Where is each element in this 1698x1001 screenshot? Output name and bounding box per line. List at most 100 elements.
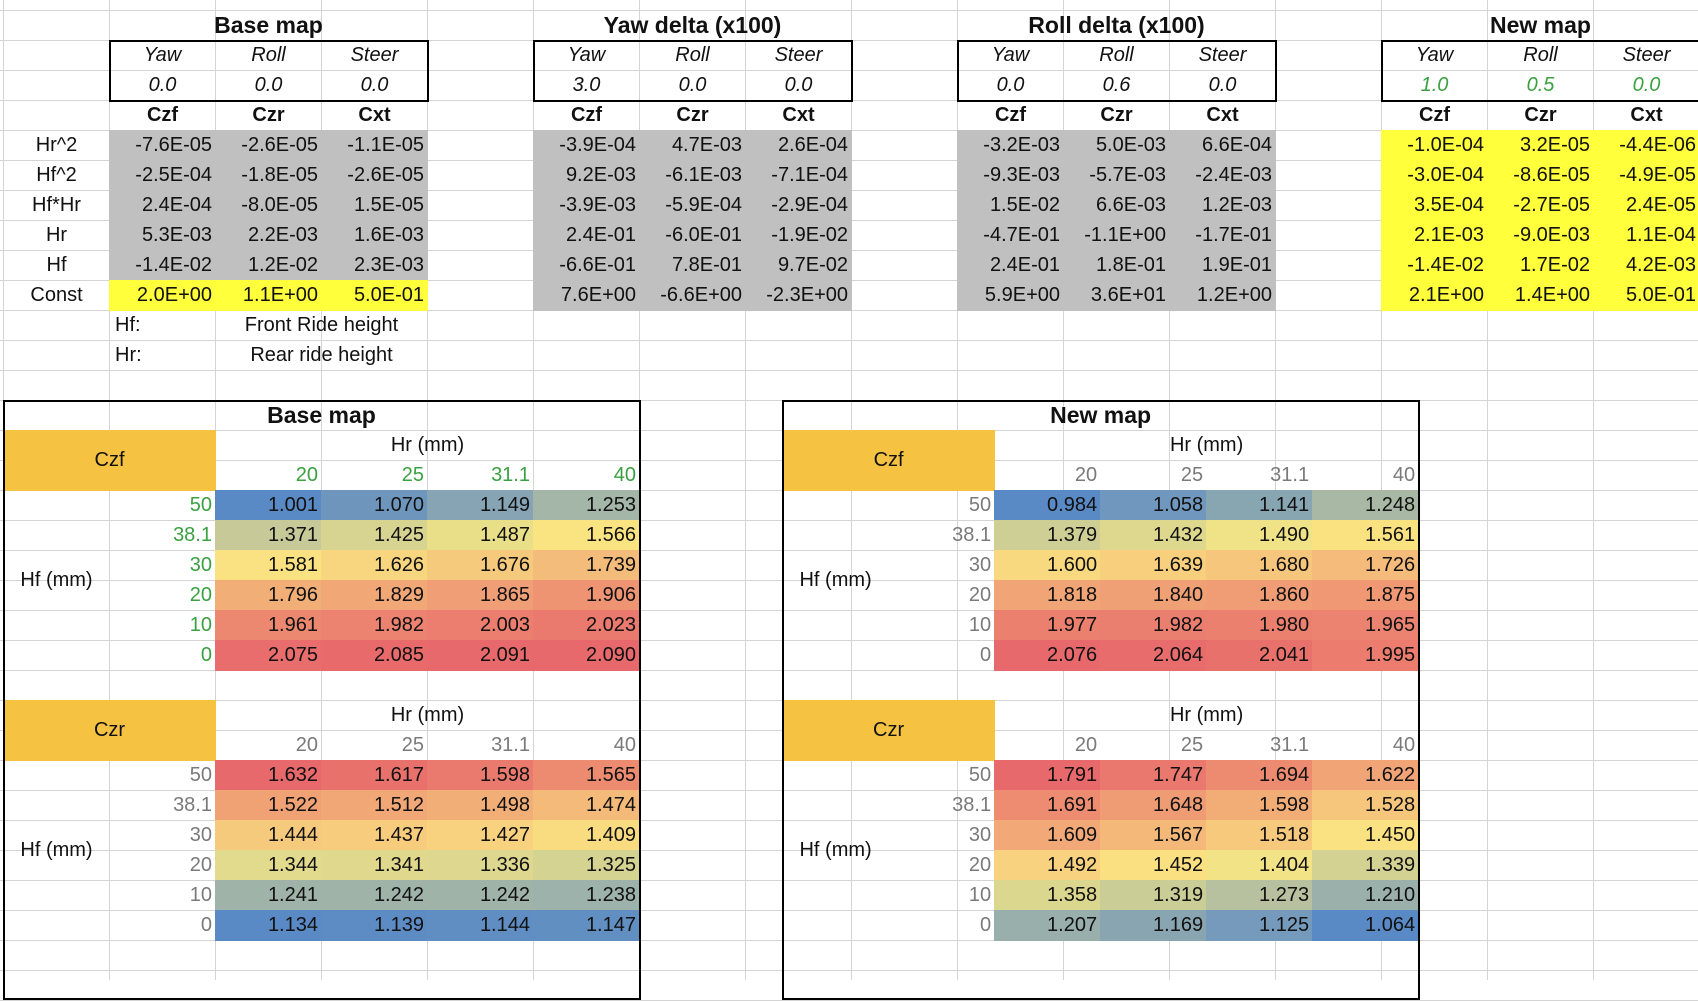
map-value[interactable]: 1.139 <box>321 910 428 941</box>
map-value[interactable]: 1.581 <box>215 550 322 581</box>
col-value[interactable]: 40 <box>1392 734 1416 756</box>
map-value[interactable]: 1.567 <box>1100 820 1208 851</box>
coef-row-label[interactable]: Hf <box>46 254 67 276</box>
map-value[interactable]: 1.598 <box>1206 790 1314 821</box>
row-value[interactable]: 50 <box>189 764 212 786</box>
map-value[interactable]: 1.626 <box>321 550 428 581</box>
coef-value[interactable]: -7.6E-05 <box>109 130 216 161</box>
param-value[interactable]: 0.0 <box>360 74 389 96</box>
map-value[interactable]: 1.676 <box>427 550 534 581</box>
map-value[interactable]: 1.982 <box>1100 610 1208 641</box>
coef-value[interactable]: -6.6E+00 <box>639 280 746 311</box>
coef-value[interactable]: 5.0E-01 <box>1593 280 1698 311</box>
map-value[interactable]: 1.739 <box>533 550 640 581</box>
map-value[interactable]: 1.241 <box>215 880 322 911</box>
panel-title[interactable]: Yaw delta (x100) <box>603 12 782 38</box>
row-value[interactable]: 50 <box>968 494 992 516</box>
map-value[interactable]: 1.336 <box>427 850 534 881</box>
param-value[interactable]: 0.0 <box>1208 74 1237 96</box>
map-value[interactable]: 1.432 <box>1100 520 1208 551</box>
map-value[interactable]: 1.726 <box>1312 550 1420 581</box>
coef-value[interactable]: -1.4E-02 <box>109 250 216 281</box>
param-header[interactable]: Roll <box>251 44 286 66</box>
coef-value[interactable]: -5.9E-04 <box>639 190 746 221</box>
map-value[interactable]: 2.085 <box>321 640 428 671</box>
row-value[interactable]: 10 <box>189 884 212 906</box>
map-value[interactable]: 1.791 <box>994 760 1102 791</box>
coef-value[interactable]: -8.0E-05 <box>215 190 322 221</box>
param-value[interactable]: 0.0 <box>1632 74 1661 96</box>
map-value[interactable]: 2.003 <box>427 610 534 641</box>
map-value[interactable]: 1.865 <box>427 580 534 611</box>
coef-value[interactable]: 6.6E-03 <box>1063 190 1170 221</box>
map-value[interactable]: 1.977 <box>994 610 1102 641</box>
coef-value[interactable]: 2.6E-04 <box>745 130 852 161</box>
map-value[interactable]: 1.379 <box>994 520 1102 551</box>
map-block-header[interactable]: Czr <box>3 700 216 761</box>
coef-header[interactable]: Czr <box>1524 104 1557 126</box>
param-value[interactable]: 0.0 <box>678 74 707 96</box>
col-value[interactable]: 20 <box>295 464 318 486</box>
col-value[interactable]: 40 <box>1392 464 1416 486</box>
coef-value[interactable]: -2.7E-05 <box>1487 190 1594 221</box>
coef-value[interactable]: -4.9E-05 <box>1593 160 1698 191</box>
map-value[interactable]: 1.169 <box>1100 910 1208 941</box>
col-value[interactable]: 40 <box>613 464 636 486</box>
row-value[interactable]: 38.1 <box>173 524 212 546</box>
map-value[interactable]: 1.064 <box>1312 910 1420 941</box>
map-value[interactable]: 1.982 <box>321 610 428 641</box>
coef-row-label[interactable]: Hr^2 <box>35 134 78 156</box>
coef-header[interactable]: Cxt <box>782 104 815 126</box>
map-value[interactable]: 1.273 <box>1206 880 1314 911</box>
map-value[interactable]: 2.075 <box>215 640 322 671</box>
map-value[interactable]: 1.490 <box>1206 520 1314 551</box>
coef-header[interactable]: Cxt <box>1206 104 1239 126</box>
coef-value[interactable]: -2.4E-03 <box>1169 160 1276 191</box>
map-value[interactable]: 1.694 <box>1206 760 1314 791</box>
coef-header[interactable]: Cxt <box>358 104 391 126</box>
map-value[interactable]: 1.238 <box>533 880 640 911</box>
param-header[interactable]: Yaw <box>1415 44 1454 66</box>
col-value[interactable]: 25 <box>1180 464 1204 486</box>
coef-value[interactable]: 9.7E-02 <box>745 250 852 281</box>
param-header[interactable]: Steer <box>774 44 823 66</box>
map-value[interactable]: 1.648 <box>1100 790 1208 821</box>
coef-value[interactable]: 9.2E-03 <box>533 160 640 191</box>
coef-value[interactable]: -2.9E-04 <box>745 190 852 221</box>
map-value[interactable]: 2.023 <box>533 610 640 641</box>
map-value[interactable]: 1.829 <box>321 580 428 611</box>
coef-value[interactable]: -1.9E-02 <box>745 220 852 251</box>
col-value[interactable]: 20 <box>1074 734 1098 756</box>
col-value[interactable]: 20 <box>295 734 318 756</box>
col-axis-label[interactable]: Hr (mm) <box>390 434 465 456</box>
coef-value[interactable]: 7.6E+00 <box>533 280 640 311</box>
coef-value[interactable]: -1.7E-01 <box>1169 220 1276 251</box>
map-value[interactable]: 1.622 <box>1312 760 1420 791</box>
panel-title[interactable]: New map <box>1490 12 1591 38</box>
coef-value[interactable]: -1.1E+00 <box>1063 220 1170 251</box>
param-value[interactable]: 1.0 <box>1420 74 1449 96</box>
map-value[interactable]: 1.210 <box>1312 880 1420 911</box>
map-value[interactable]: 1.566 <box>533 520 640 551</box>
map-value[interactable]: 1.134 <box>215 910 322 941</box>
row-value[interactable]: 20 <box>189 854 212 876</box>
row-value[interactable]: 38.1 <box>952 524 992 546</box>
coef-value[interactable]: -3.9E-03 <box>533 190 640 221</box>
col-value[interactable]: 25 <box>401 734 424 756</box>
coef-value[interactable]: -1.4E-02 <box>1381 250 1488 281</box>
legend-text[interactable]: Front Ride height <box>244 314 399 336</box>
row-value[interactable]: 50 <box>968 764 992 786</box>
map-value[interactable]: 1.242 <box>321 880 428 911</box>
map-block-header[interactable]: Czr <box>782 700 996 761</box>
coef-header[interactable]: Czr <box>676 104 709 126</box>
map-value[interactable]: 2.076 <box>994 640 1102 671</box>
map-value[interactable]: 1.487 <box>427 520 534 551</box>
coef-value[interactable]: 4.7E-03 <box>639 130 746 161</box>
coef-value[interactable]: 1.8E-01 <box>1063 250 1170 281</box>
map-value[interactable]: 1.561 <box>1312 520 1420 551</box>
map-value[interactable]: 1.995 <box>1312 640 1420 671</box>
map-value[interactable]: 2.090 <box>533 640 640 671</box>
coef-value[interactable]: -9.3E-03 <box>957 160 1064 191</box>
coef-value[interactable]: 5.0E-03 <box>1063 130 1170 161</box>
coef-value[interactable]: 2.3E-03 <box>321 250 428 281</box>
